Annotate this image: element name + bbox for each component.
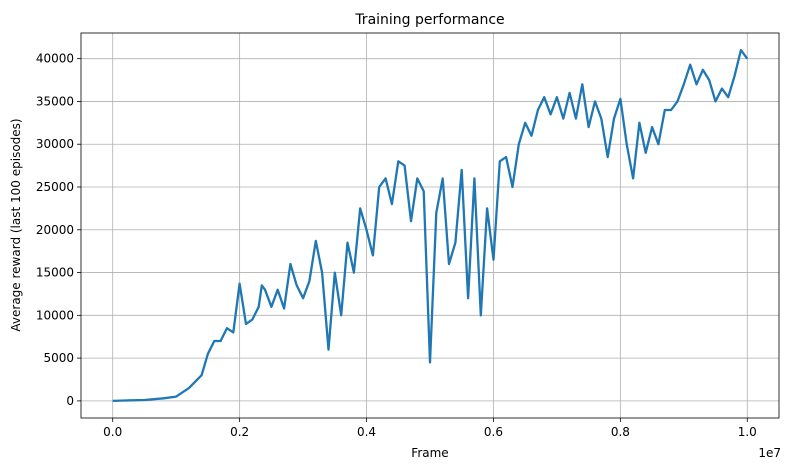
plot-frame — [80, 32, 780, 419]
reward-series-line — [112, 48, 749, 403]
y-tick-label: 30000 — [36, 137, 74, 151]
x-tick-label: 1.0 — [738, 425, 757, 439]
y-tick-label: 10000 — [36, 308, 74, 322]
y-axis-label: Average reward (last 100 episodes) — [9, 118, 23, 331]
y-tick-label: 35000 — [36, 94, 74, 108]
x-axis: 0.0 0.2 0.4 0.6 0.8 1.0 — [103, 418, 757, 439]
y-tick-label: 15000 — [36, 266, 74, 280]
x-axis-multiplier: 1e7 — [758, 446, 781, 460]
y-tick-label: 25000 — [36, 180, 74, 194]
y-tick-label: 40000 — [36, 52, 74, 66]
x-tick-label: 0.6 — [484, 425, 503, 439]
grid-lines — [81, 33, 779, 418]
x-tick-label: 0.2 — [230, 425, 249, 439]
y-tick-label: 20000 — [36, 223, 74, 237]
x-tick-label: 0.0 — [103, 425, 122, 439]
y-axis: 0 5000 10000 15000 20000 25000 30000 35000 40000 — [36, 52, 81, 408]
chart-title: Training performance — [354, 12, 504, 28]
x-tick-label: 0.4 — [357, 425, 376, 439]
x-axis-label: Frame — [411, 446, 448, 460]
y-tick-label: 5000 — [43, 351, 74, 365]
x-tick-label: 0.8 — [611, 425, 630, 439]
y-tick-label: 0 — [66, 394, 74, 408]
